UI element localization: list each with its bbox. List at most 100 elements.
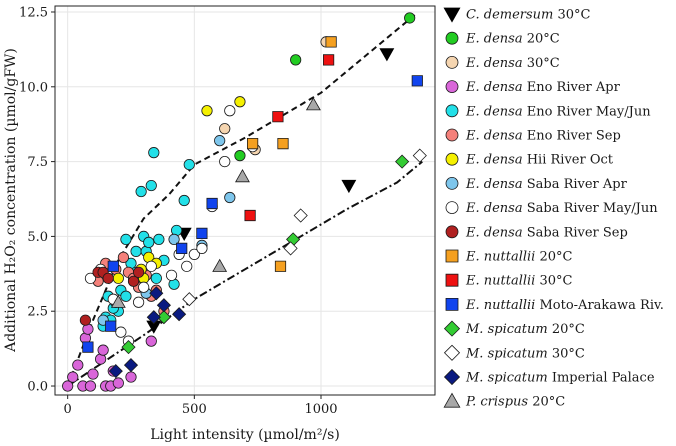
data-point-series-11	[322, 54, 335, 66]
data-point-series-11	[244, 209, 256, 222]
data-point-series-4	[130, 245, 142, 257]
legend-species: M. spicatum	[465, 322, 548, 337]
legend-species: E. densa	[465, 129, 523, 144]
legend-species: E. nuttallii	[465, 250, 535, 265]
data-point-series-10	[274, 260, 287, 272]
grid	[55, 6, 435, 395]
data-point-series-9	[102, 272, 114, 284]
data-point-series-8	[196, 242, 208, 254]
data-point-series-16	[235, 168, 250, 183]
data-point-series-12	[196, 227, 208, 240]
data-point-series-8	[188, 248, 200, 260]
legend-label-13: M. spicatum 20°C	[465, 322, 585, 337]
legend-condition: Eno River May/Jun	[523, 104, 652, 119]
data-point-series-3	[87, 368, 99, 380]
data-point-series-1	[290, 54, 302, 66]
legend-label-10: E. nuttallii 20°C	[465, 250, 573, 265]
data-point-series-10	[325, 36, 337, 48]
data-point-series-14	[412, 148, 427, 163]
legend-species: E. densa	[465, 225, 523, 240]
legend-condition: Eno River Sep	[523, 129, 621, 144]
data-point-series-12	[82, 341, 94, 353]
legend-condition: Eno River Apr	[523, 80, 621, 95]
legend-species: E. densa	[465, 177, 523, 192]
legend-species: E. densa	[465, 201, 523, 216]
data-point-series-7	[168, 233, 180, 245]
data-point-series-4	[178, 194, 190, 207]
data-point-series-4	[145, 179, 157, 192]
legend-marker-11	[445, 273, 459, 287]
data-point-series-16	[212, 258, 228, 272]
data-point-series-4	[150, 272, 162, 284]
data-point-series-8	[115, 326, 127, 338]
data-point-series-3	[72, 359, 84, 371]
data-point-series-12	[411, 75, 423, 87]
data-point-series-1	[404, 12, 416, 24]
data-point-series-2	[219, 123, 231, 135]
legend-marker-8	[445, 201, 459, 215]
legend-label-8: E. densa Saba River May/Jun	[465, 201, 658, 216]
legend-marker-5	[445, 128, 459, 142]
data-points	[62, 12, 427, 392]
legend-marker-14	[443, 344, 461, 361]
data-point-series-8	[181, 260, 193, 272]
legend-condition: 30°C	[553, 8, 590, 23]
data-point-series-4	[148, 147, 160, 159]
data-point-series-15	[156, 298, 171, 313]
x-tick-label: 0	[64, 402, 72, 417]
data-point-series-9	[79, 314, 92, 326]
data-point-series-11	[272, 111, 284, 123]
legend-label-3: E. densa Eno River Apr	[465, 80, 621, 95]
data-point-series-4	[120, 233, 132, 245]
legend-condition: 30°C	[523, 56, 560, 71]
legend-label-15: M. spicatum Imperial Palace	[465, 371, 655, 386]
legend-label-5: E. densa Eno River Sep	[465, 129, 621, 144]
data-point-series-8	[165, 269, 178, 281]
data-point-series-14	[283, 241, 298, 256]
legend-label-6: E. densa Hii River Oct	[465, 153, 614, 168]
y-tick-label: 7.5	[27, 155, 48, 170]
legend-species: E. densa	[465, 80, 523, 95]
legend-marker-12	[445, 297, 459, 311]
data-point-series-16	[305, 97, 321, 111]
data-point-series-15	[149, 286, 164, 301]
legend-condition: Saba River May/Jun	[523, 201, 659, 216]
legend-condition: 30°C	[535, 274, 572, 289]
legend-species: E. densa	[465, 153, 523, 168]
data-point-series-14	[182, 292, 197, 307]
data-point-series-13	[156, 310, 171, 325]
legend-species: M. spicatum	[465, 371, 548, 386]
legend-marker-6	[445, 152, 459, 166]
data-point-series-10	[277, 137, 289, 150]
data-point-series-13	[395, 154, 410, 169]
legend-condition: 30°C	[548, 346, 585, 361]
legend-species: P. crispus	[465, 395, 528, 410]
legend-marker-1	[445, 31, 459, 45]
data-point-series-8	[84, 272, 97, 284]
data-point-series-12	[176, 242, 188, 255]
data-point-series-15	[146, 310, 161, 325]
legend-condition: Moto-Arakawa Riv.	[535, 298, 664, 313]
legend-species: E. nuttallii	[465, 298, 535, 313]
data-point-series-13	[121, 340, 136, 355]
x-axis-label: Light intensity (µmol/m²/s)	[150, 427, 340, 443]
y-tick-label: 0.0	[27, 380, 48, 395]
data-point-series-8	[219, 156, 231, 168]
y-tick-label: 12.5	[19, 5, 48, 20]
data-point-series-4	[153, 233, 165, 245]
data-point-series-3	[145, 335, 157, 347]
data-point-series-7	[214, 135, 226, 147]
legend-label-9: E. densa Saba River Sep	[465, 225, 628, 240]
legend-label-4: E. densa Eno River May/Jun	[465, 104, 651, 119]
data-point-series-4	[120, 290, 132, 302]
legend-species: E. nuttallii	[465, 274, 535, 289]
plot-frame	[54, 5, 436, 396]
data-point-series-8	[145, 260, 157, 272]
legend-condition: Imperial Palace	[548, 371, 655, 386]
legend-marker-3	[445, 80, 459, 93]
data-point-series-7	[224, 191, 236, 204]
y-tick-label: 10.0	[19, 80, 48, 95]
data-point-series-3	[84, 380, 97, 392]
data-point-series-4	[135, 185, 147, 198]
